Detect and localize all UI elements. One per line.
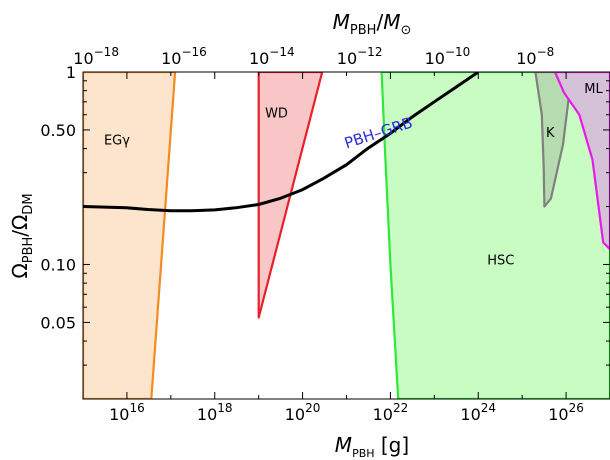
top-tick-label-1: 10−16 [161, 45, 207, 68]
series-line-0 [83, 72, 480, 213]
top-tick-label-3: 10−12 [337, 45, 383, 68]
bottom-tick-label-4: 1024 [460, 401, 496, 424]
top-axis-title: MPBH/M⊙ [333, 10, 412, 38]
y-tick-label-1: 0.50 [40, 121, 76, 140]
y-axis-title: ΩPBH/ΩDM [8, 193, 36, 278]
region-label-2: HSC [487, 253, 514, 268]
bottom-tick-label-5: 1026 [548, 401, 584, 424]
region-label-0: EGγ [104, 134, 130, 149]
bottom-tick-label-2: 1020 [285, 401, 321, 424]
region-label-3: K [546, 126, 555, 141]
constraint-regions [83, 72, 610, 399]
region-4 [553, 72, 610, 251]
region-label-4: ML [584, 82, 603, 97]
y-tick-label-0: 1 [66, 63, 76, 82]
top-tick-label-2: 10−14 [249, 45, 295, 68]
bottom-tick-label-1: 1018 [197, 401, 233, 424]
region-2 [380, 72, 610, 399]
top-tick-label-4: 10−10 [425, 45, 471, 68]
top-tick-label-5: 10−8 [516, 45, 554, 68]
region-0 [83, 72, 177, 399]
axis-ticks: 1016 1018 1020 1022 1024 1026 10−18 10−16 10−14 1… [40, 45, 610, 424]
series-lines [83, 72, 480, 213]
bottom-tick-label-0: 1016 [109, 401, 145, 424]
y-tick-label-3: 0.05 [40, 313, 76, 332]
region-label-1: WD [265, 107, 288, 122]
top-tick-label-0: 10−18 [73, 45, 119, 68]
bottom-tick-label-3: 1022 [373, 401, 409, 424]
y-tick-label-2: 0.10 [40, 255, 76, 274]
x-axis-title: MPBH [g] [335, 433, 409, 460]
